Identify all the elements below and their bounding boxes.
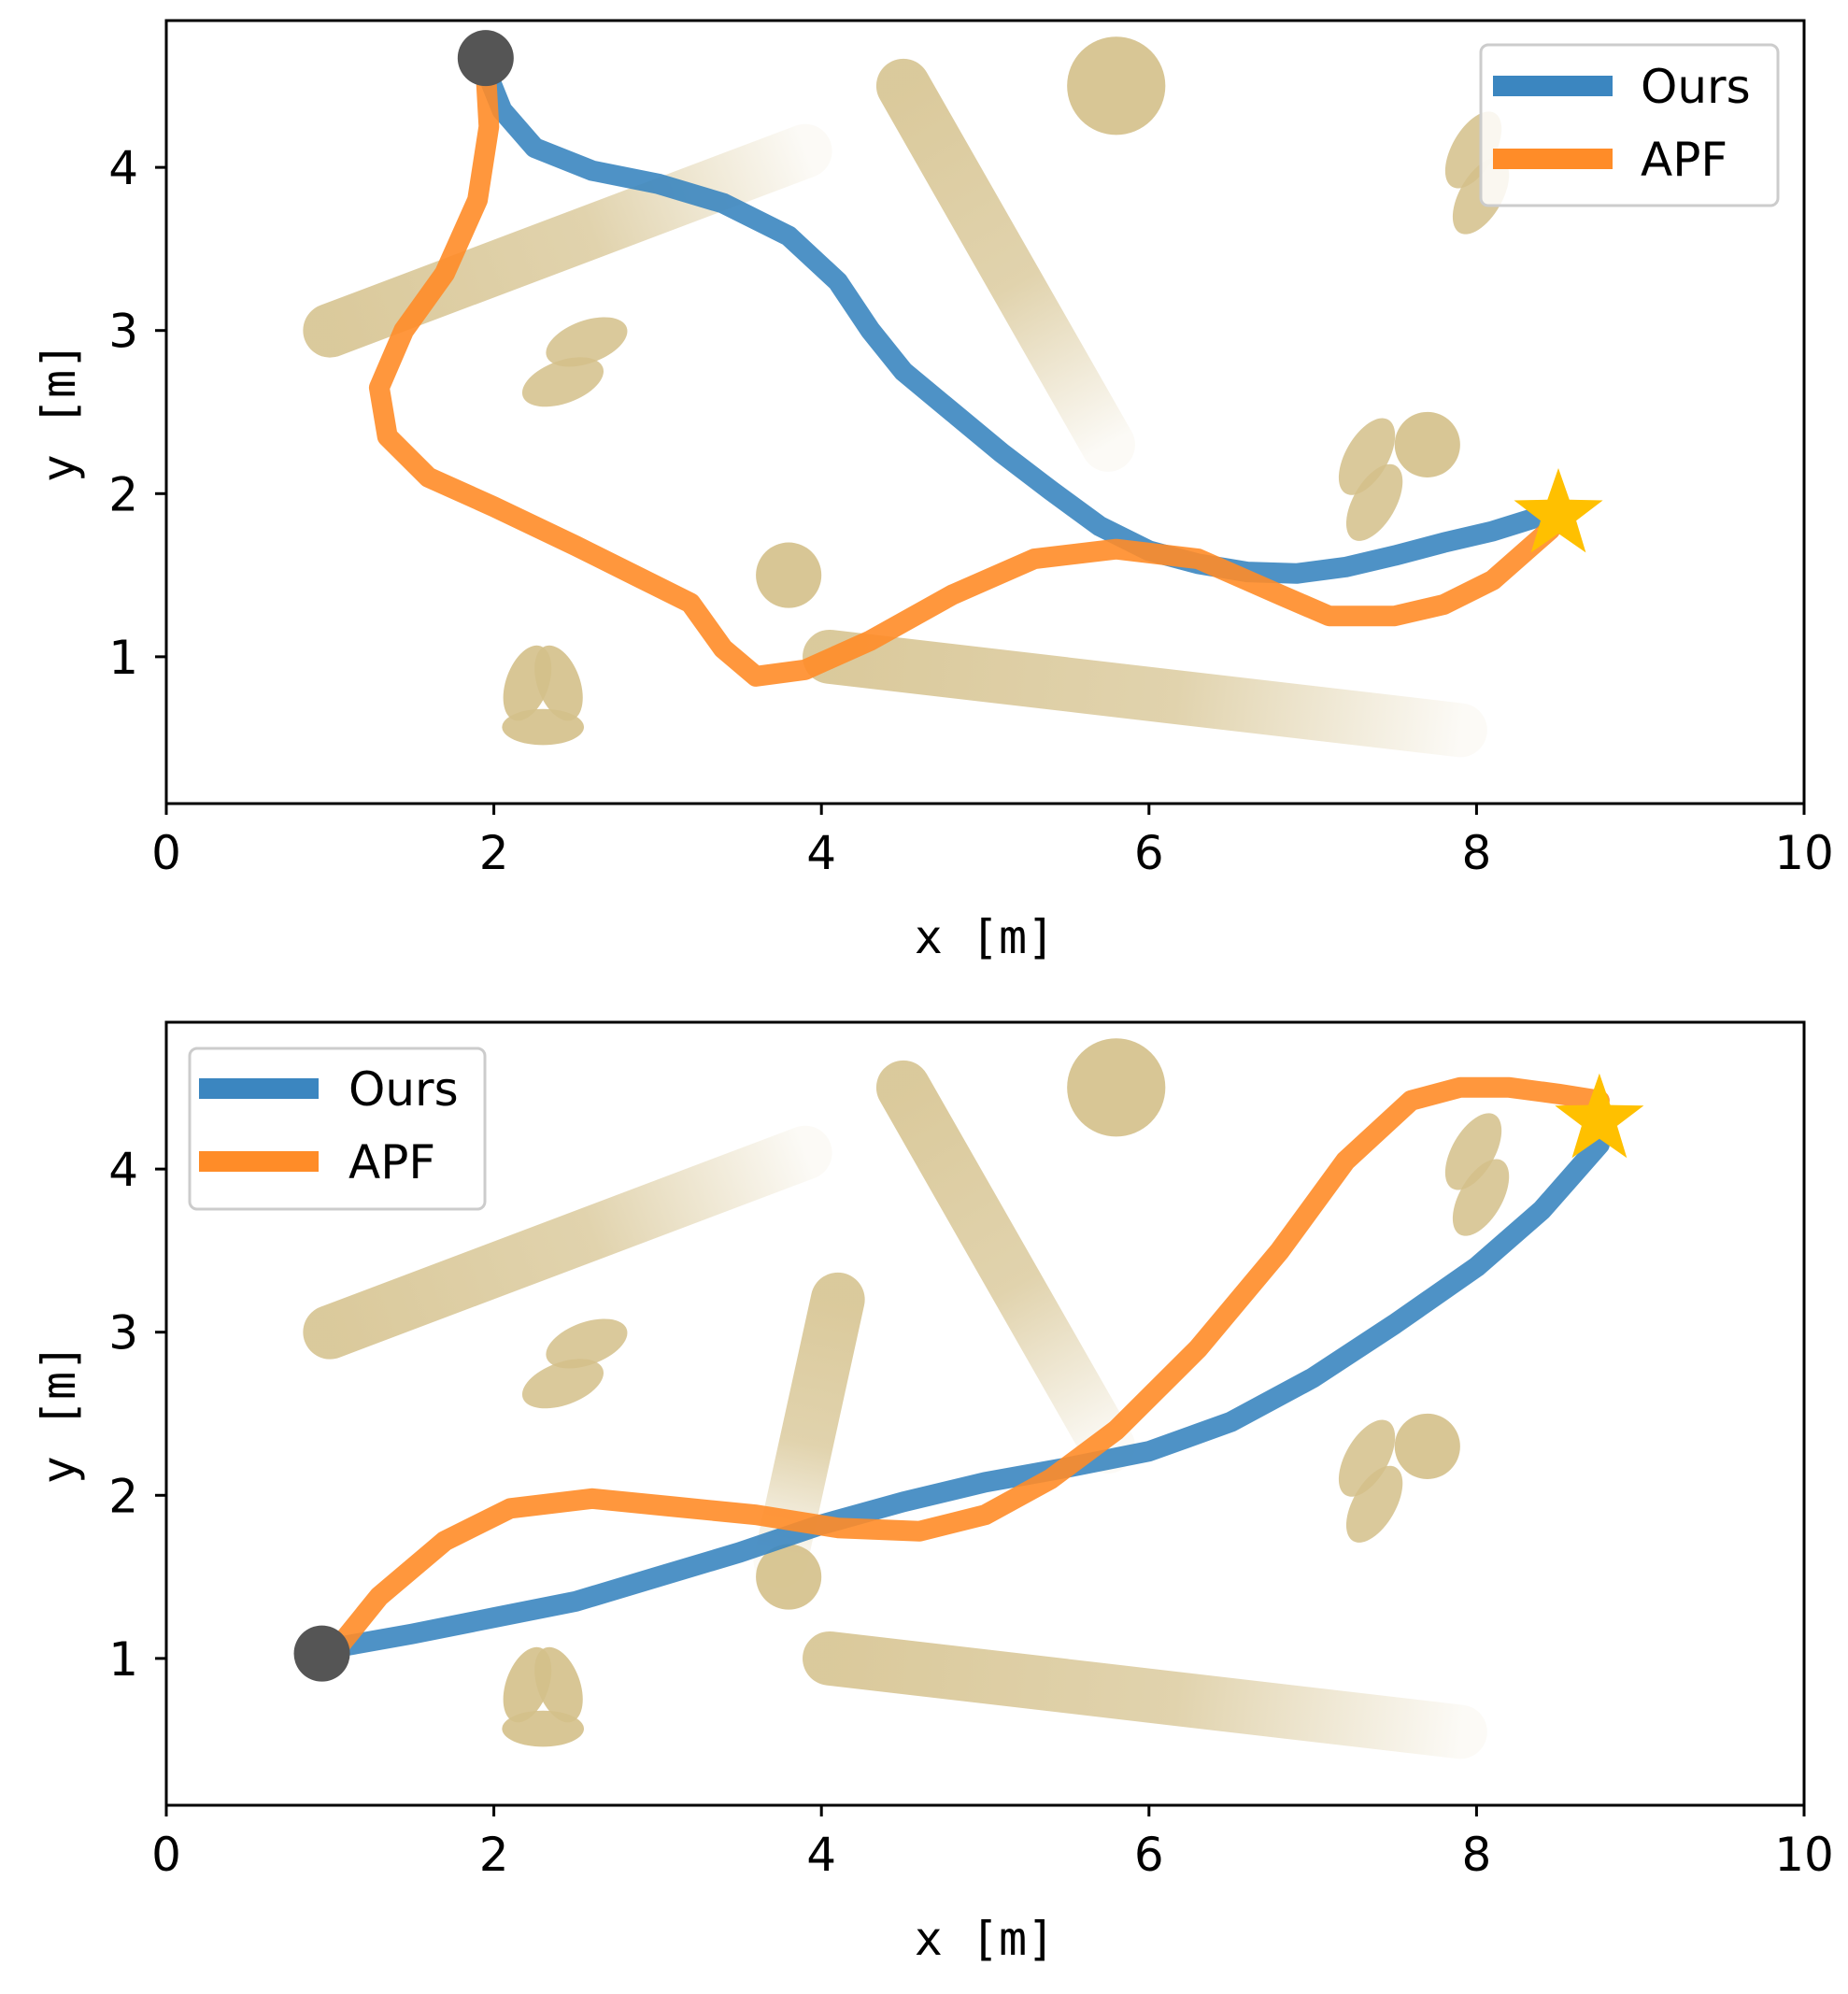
obstacle-capsule — [303, 123, 832, 358]
y-axis: 1 2 3 4 — [108, 1143, 166, 1687]
plot-frame — [164, 19, 1806, 805]
obstacle-capsule — [803, 629, 1487, 758]
y-axis: 1 2 3 4 — [108, 141, 166, 685]
y-tick-label: 1 — [108, 1632, 138, 1687]
x-tick-label: 2 — [479, 1828, 509, 1882]
obstacle-capsule — [875, 58, 1135, 472]
goal-marker — [1514, 468, 1603, 553]
obstacle-ellipse — [546, 1318, 628, 1369]
obstacle-ellipse — [1338, 418, 1396, 495]
obstacle-ellipse-pair — [1338, 1419, 1403, 1543]
x-tick-label: 6 — [1134, 1828, 1164, 1882]
obstacle-ellipse — [1452, 1159, 1510, 1236]
markers-layer — [293, 1073, 1644, 1682]
obstacle-ellipse-triad — [502, 645, 585, 746]
legend: Ours APF — [1479, 43, 1780, 207]
obstacle-ellipse-pair — [521, 317, 628, 407]
markers-layer — [457, 30, 1603, 553]
obstacle-disc — [756, 1544, 822, 1610]
legend: Ours APF — [188, 1047, 487, 1211]
y-tick-label: 3 — [108, 305, 138, 359]
x-axis: 0 2 4 6 8 10 — [151, 804, 1834, 880]
series-line-apf — [368, 59, 1561, 687]
legend-label-ours: Ours — [348, 1062, 459, 1117]
y-tick-label: 4 — [108, 1143, 138, 1197]
series-line-ours — [328, 1133, 1610, 1658]
legend-label-apf: APF — [348, 1135, 435, 1189]
y-axis-label: y [m] — [32, 1344, 86, 1485]
y-tick-label: 3 — [108, 1306, 138, 1360]
series-line-apf — [328, 1076, 1610, 1658]
x-axis: 0 2 4 6 8 10 — [151, 1805, 1834, 1882]
series-layer — [328, 1076, 1610, 1658]
x-tick-label: 2 — [479, 826, 509, 880]
obstacle-capsule — [303, 1125, 832, 1360]
start-marker — [457, 30, 514, 87]
obstacle-capsule — [875, 1060, 1135, 1474]
obstacle-layer — [303, 1038, 1510, 1759]
x-tick-label: 4 — [806, 826, 836, 880]
obstacle-disc — [1067, 1038, 1166, 1137]
obstacle-ellipse — [1345, 463, 1403, 541]
obstacle-ellipse — [502, 1710, 585, 1747]
legend-label-ours: Ours — [1641, 60, 1751, 114]
obstacle-ellipse — [534, 645, 583, 721]
series-line-ours — [475, 59, 1561, 584]
x-tick-label: 10 — [1774, 1828, 1834, 1882]
y-tick-label: 1 — [108, 631, 138, 685]
obstacle-ellipse-pair — [1338, 418, 1403, 541]
obstacle-disc — [1394, 411, 1460, 477]
obstacle-capsule — [803, 1631, 1487, 1759]
x-tick-label: 10 — [1774, 826, 1834, 880]
obstacle-ellipse-pair — [521, 1318, 628, 1409]
obstacle-ellipse-triad — [502, 1646, 585, 1747]
obstacle-disc — [1394, 1413, 1460, 1479]
obstacle-ellipse — [521, 357, 604, 407]
obstacle-disc — [1067, 36, 1166, 135]
x-tick-label: 6 — [1134, 826, 1164, 880]
x-tick-label: 0 — [151, 1828, 181, 1882]
obstacle-ellipse — [534, 1646, 583, 1723]
x-tick-label: 8 — [1461, 1828, 1491, 1882]
obstacle-ellipse — [1345, 1465, 1403, 1543]
obstacle-ellipse — [546, 317, 628, 367]
y-tick-label: 2 — [108, 467, 138, 521]
x-tick-label: 8 — [1461, 826, 1491, 880]
obstacle-ellipse — [521, 1359, 604, 1409]
obstacle-ellipse — [1338, 1419, 1396, 1497]
obstacle-ellipse — [502, 708, 585, 746]
series-layer — [368, 59, 1561, 687]
y-tick-label: 2 — [108, 1469, 138, 1523]
x-tick-label: 4 — [806, 1828, 836, 1882]
legend-label-apf: APF — [1641, 133, 1727, 187]
y-axis-label: y [m] — [32, 342, 86, 483]
obstacle-ellipse-pair — [1444, 1113, 1510, 1236]
x-axis-label: x [m] — [915, 1912, 1056, 1966]
goal-marker — [1555, 1073, 1644, 1159]
obstacle-ellipse — [1444, 1113, 1502, 1190]
x-axis-label: x [m] — [915, 910, 1056, 964]
x-tick-label: 0 — [151, 826, 181, 880]
start-marker — [293, 1625, 350, 1682]
obstacle-disc — [756, 542, 822, 608]
plot-frame — [164, 1020, 1806, 1807]
y-tick-label: 4 — [108, 141, 138, 195]
